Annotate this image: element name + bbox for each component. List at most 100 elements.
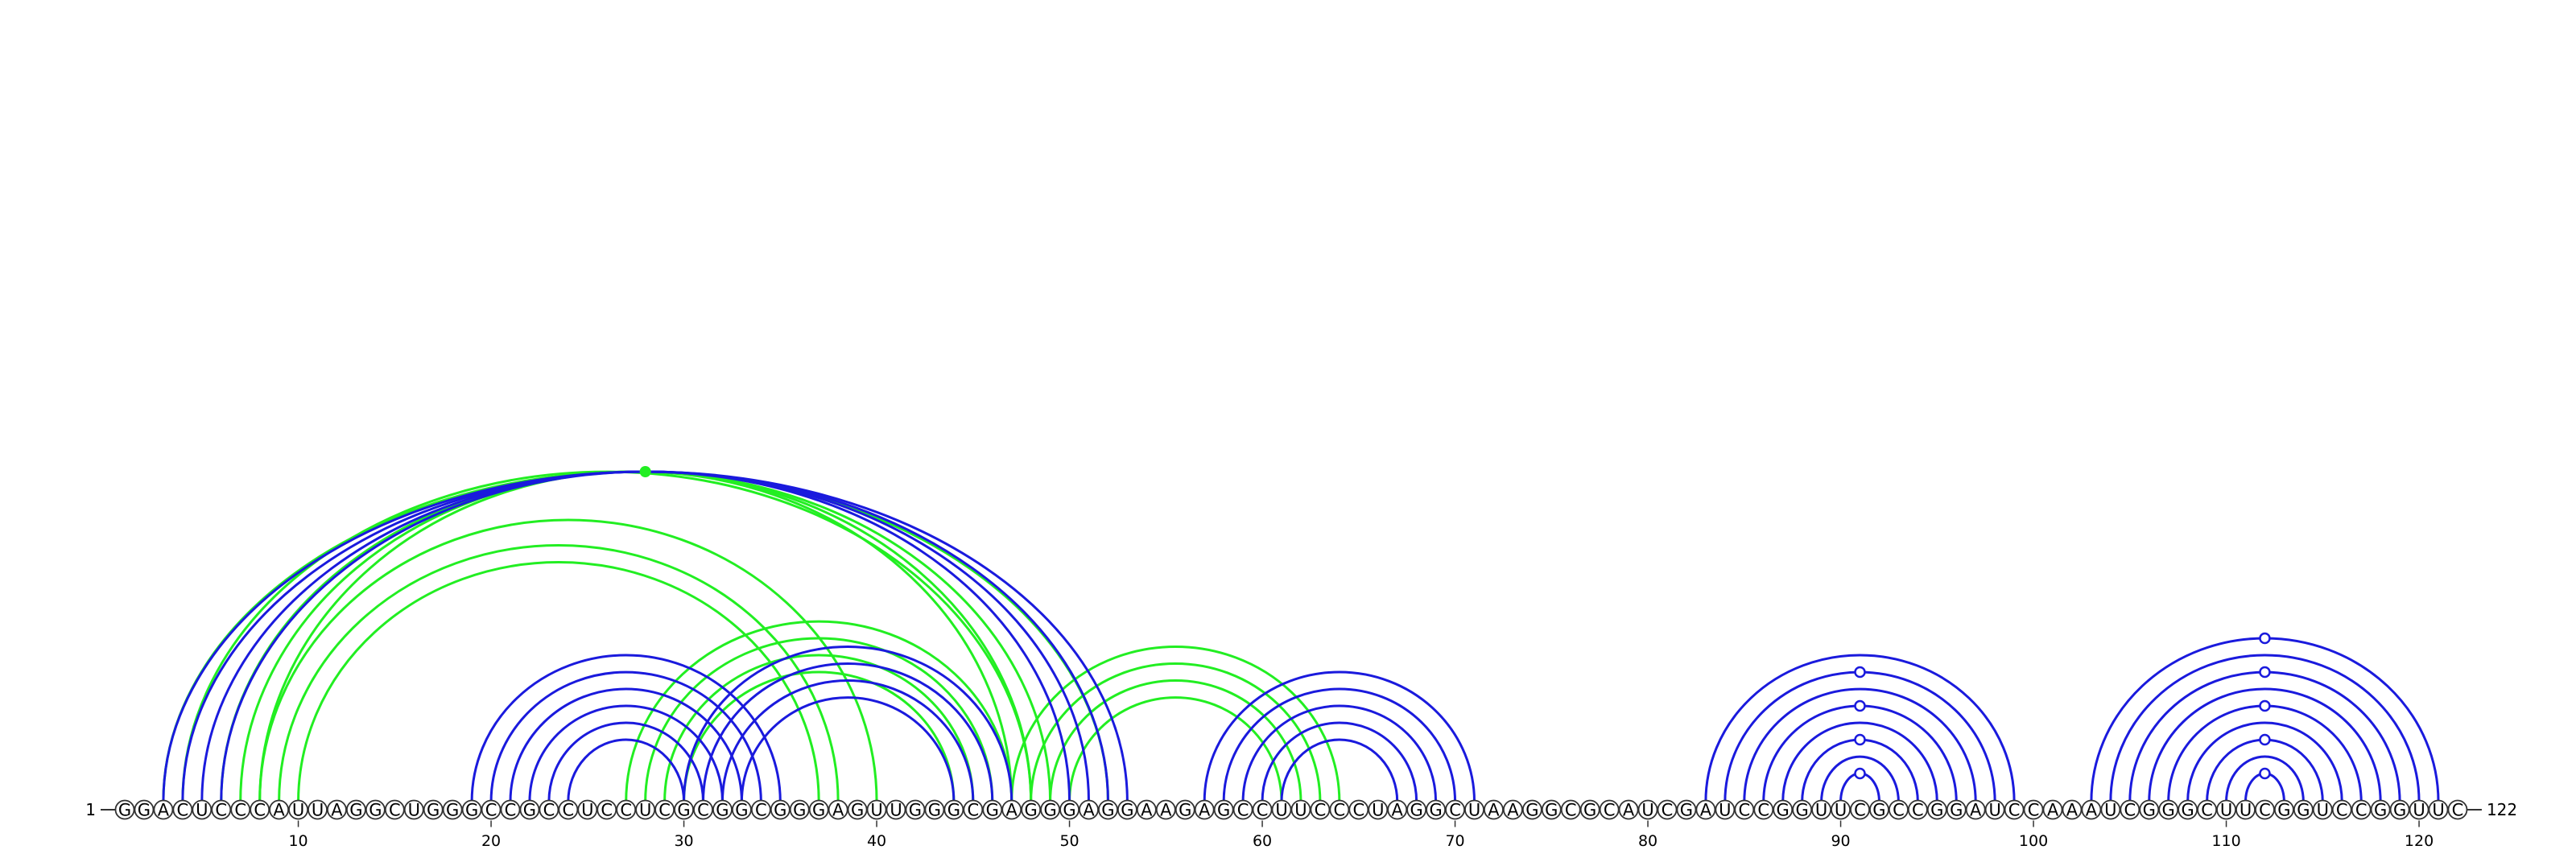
blue-pair-arc — [740, 696, 956, 802]
nucleotide-letter: U — [1835, 801, 1847, 820]
nucleotide: C — [1850, 799, 1870, 820]
nucleotide-circle — [577, 799, 598, 820]
nucleotide-letter: U — [196, 801, 208, 820]
nucleotide-letter: C — [1449, 801, 1461, 820]
tick-label: 40 — [867, 832, 886, 850]
nucleotide: U — [1368, 799, 1389, 820]
tick-label: 110 — [2211, 832, 2240, 850]
nucleotide-letter: G — [1545, 801, 1558, 820]
blue-pair-arc — [1241, 704, 1438, 802]
nucleotide-circle — [500, 799, 521, 820]
nucleotide: G — [2370, 799, 2391, 820]
nucleotide-letter: G — [1950, 801, 1963, 820]
blue-pair-arc — [2186, 721, 2343, 802]
nucleotide: U — [2216, 799, 2236, 820]
nucleotide: G — [1174, 799, 1195, 820]
nucleotide-letter: U — [639, 801, 651, 820]
nucleotide-circle — [2062, 799, 2083, 820]
nucleotide-circle — [1001, 799, 1022, 820]
nucleotide: G — [1773, 799, 1794, 820]
nucleotide-letter: A — [1700, 801, 1712, 820]
nucleotide: C — [1232, 799, 1253, 820]
nucleotide-letter: G — [118, 801, 131, 820]
nucleotide-circle — [1869, 799, 1889, 820]
nucleotide: G — [1098, 799, 1118, 820]
nucleotide-circle — [1792, 799, 1813, 820]
nucleotide: G — [134, 799, 155, 820]
nucleotide: U — [1290, 799, 1311, 820]
nucleotide: C — [2197, 799, 2218, 820]
nucleotide: A — [1194, 799, 1215, 820]
nucleotide-letter: C — [1757, 801, 1769, 820]
nucleotide-circle — [1252, 799, 1273, 820]
nucleotide: G — [1676, 799, 1697, 820]
nucleotide: G — [924, 799, 945, 820]
nucleotide: C — [1348, 799, 1369, 820]
nucleotide-circle — [1657, 799, 1678, 820]
tick-label: 90 — [1831, 832, 1850, 850]
nucleotide: G — [789, 799, 810, 820]
nucleotide: C — [2351, 799, 2372, 820]
nucleotide: C — [1445, 799, 1465, 820]
nucleotide: C — [250, 799, 270, 820]
nucleotide-letter: C — [658, 801, 671, 820]
nucleotide-circle — [2273, 799, 2294, 820]
nucleotide: C — [1907, 799, 1928, 820]
nucleotide-circle — [1059, 799, 1080, 820]
nucleotide: U — [2312, 799, 2333, 820]
green-pair-arc — [663, 654, 975, 802]
green-pair-arc — [1010, 646, 1341, 802]
nucleotide-letter: U — [2104, 801, 2116, 820]
nucleotide-circle — [1406, 799, 1427, 820]
tick-layer: 10 20 30 40 50 60 70 80 90 100 110 120 — [288, 820, 2434, 850]
nucleotide-circle — [943, 799, 964, 820]
nucleotide: C — [500, 799, 521, 820]
nucleotide: G — [943, 799, 964, 820]
green-pair-arc — [683, 670, 956, 802]
nucleotide: A — [1965, 799, 1986, 820]
nucleotide-circle — [1271, 799, 1292, 820]
blue-pair-arc — [1261, 721, 1418, 802]
nucleotide-letter: A — [1199, 801, 1211, 820]
nucleotide-circle — [384, 799, 405, 820]
nucleotide-letter: U — [2220, 801, 2232, 820]
green-apex-marker — [639, 466, 651, 477]
nucleotide-letter: G — [986, 801, 999, 820]
nucleotide: C — [2331, 799, 2352, 820]
nucleotide-letter: G — [1796, 801, 1809, 820]
nucleotide-circle — [1348, 799, 1369, 820]
nucleotide-circle — [1946, 799, 1967, 820]
nucleotide: G — [770, 799, 791, 820]
nucleotide-circle — [1850, 799, 1870, 820]
nucleotide-letter: G — [1043, 801, 1056, 820]
nucleotide: C — [539, 799, 559, 820]
nucleotide-letter: A — [2086, 801, 2098, 820]
nucleotide: C — [172, 799, 193, 820]
nucleotide: A — [2042, 799, 2063, 820]
nucleotide-circle — [2389, 799, 2410, 820]
nucleotide-letter: G — [1121, 801, 1133, 820]
nucleotide: C — [1560, 799, 1581, 820]
nucleotide: C — [963, 799, 984, 820]
nucleotide-circle — [2293, 799, 2314, 820]
nucleotide: U — [1464, 799, 1484, 820]
nucleotide: C — [750, 799, 771, 820]
nucleotide-circle — [1734, 799, 1755, 820]
nucleotide-circle — [1521, 799, 1542, 820]
nucleotide-circle — [712, 799, 733, 820]
nucleotide: G — [808, 799, 829, 820]
nucleotide-letter: U — [1719, 801, 1731, 820]
nucleotide: A — [269, 799, 290, 820]
arc-apex-marker — [2259, 632, 2271, 645]
nucleotide: U — [1831, 799, 1851, 820]
nucleotide: G — [1541, 799, 1562, 820]
nucleotide-circle — [327, 799, 347, 820]
nucleotide-circle — [1811, 799, 1832, 820]
nucleotide: G — [982, 799, 1003, 820]
nucleotide-letter: C — [967, 801, 979, 820]
nucleotide-letter: U — [1641, 801, 1653, 820]
nucleotide-circle — [963, 799, 984, 820]
nucleotide: A — [828, 799, 848, 820]
nucleotide-circle — [288, 799, 308, 820]
